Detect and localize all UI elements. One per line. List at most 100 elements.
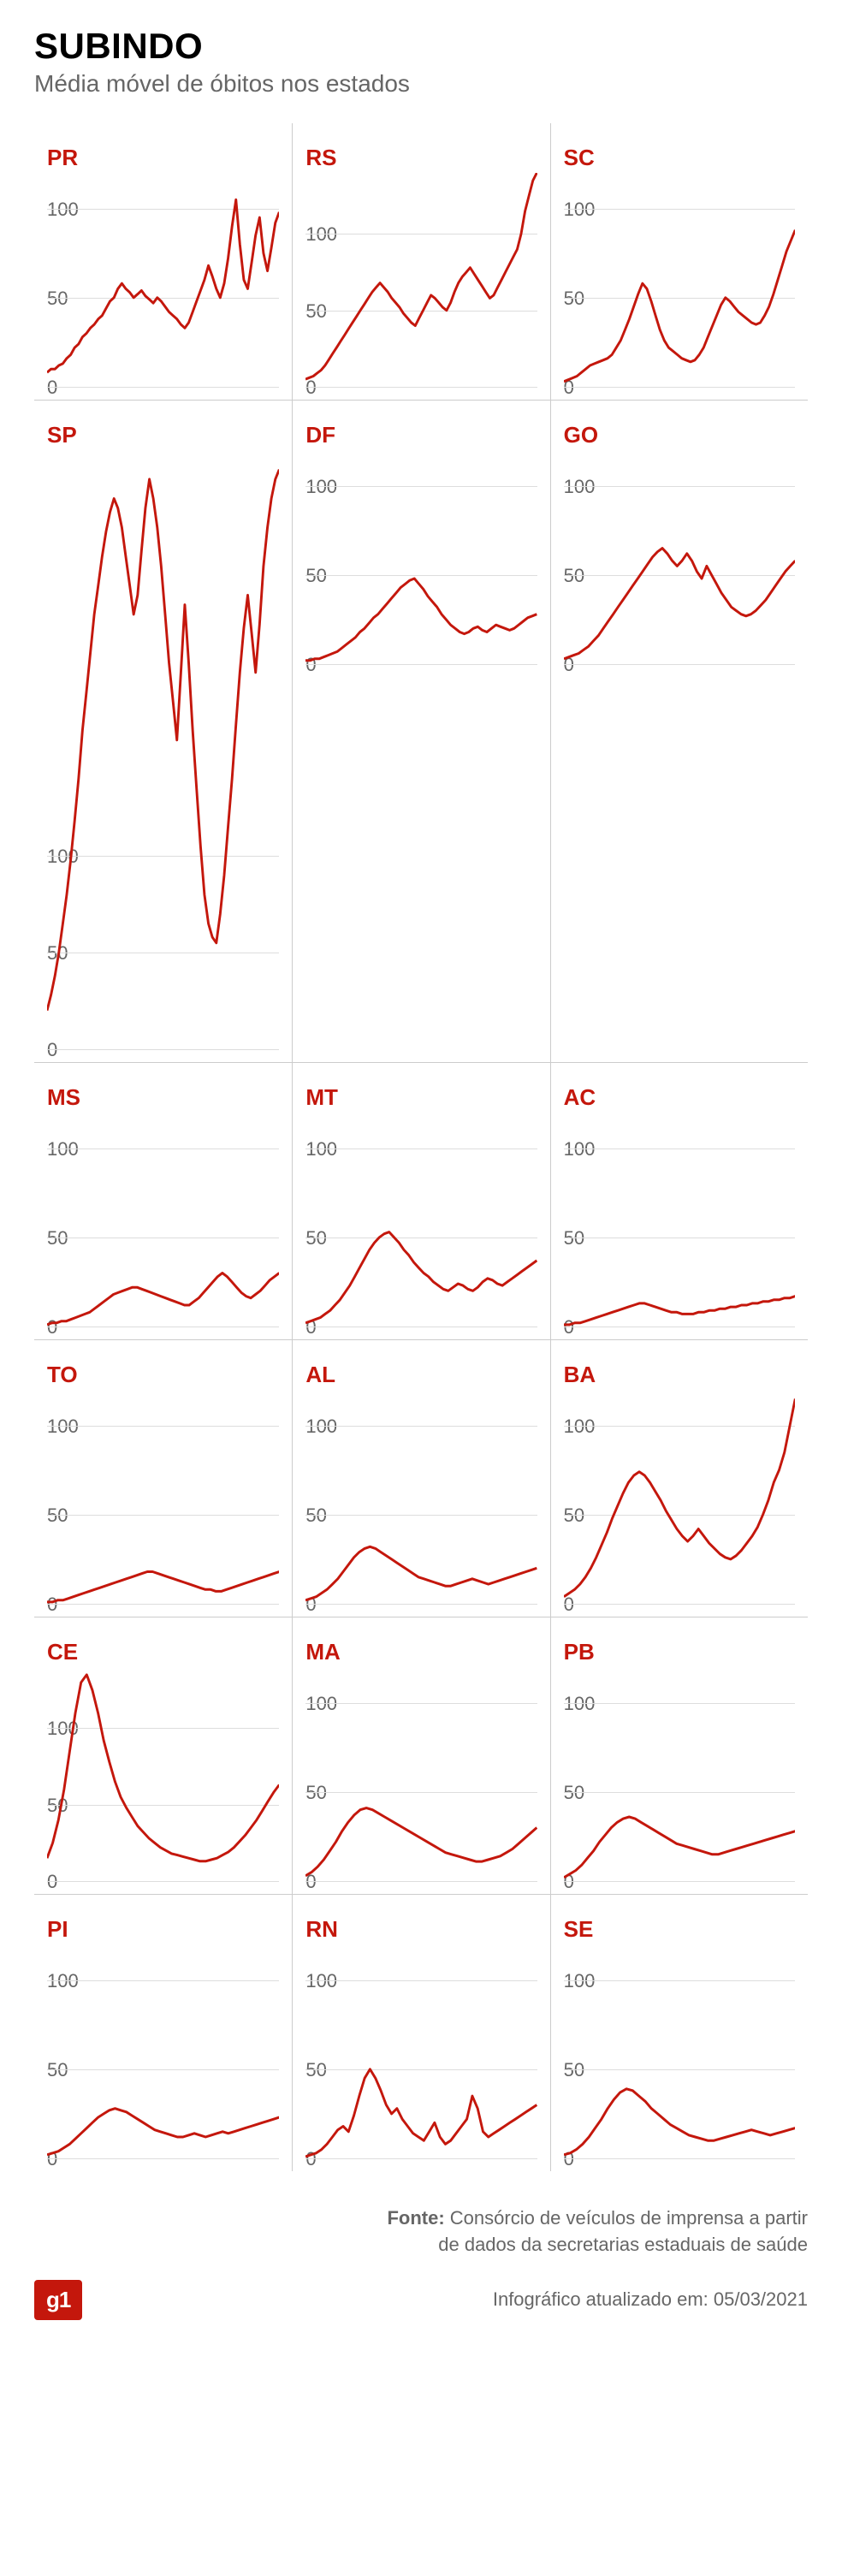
chart-cell-to: TO050100 [34, 1339, 292, 1617]
line-chart [47, 1944, 279, 2158]
updated-text: Infográfico atualizado em: 05/03/2021 [493, 2288, 808, 2311]
series-line [305, 1232, 537, 1323]
gridline [305, 2158, 537, 2159]
chart-cell-pr: PR050100 [34, 123, 292, 400]
state-label: DF [305, 422, 537, 448]
chart-area: 050100 [305, 1667, 537, 1881]
state-label: MT [305, 1084, 537, 1111]
line-chart [305, 1667, 537, 1881]
chart-cell-go: GO050100 [550, 400, 808, 1062]
line-chart [305, 173, 537, 387]
line-chart [47, 1390, 279, 1604]
source-text: Fonte: Consórcio de veículos de imprensa… [0, 2188, 842, 2267]
chart-cell-ms: MS050100 [34, 1062, 292, 1339]
chart-cell-ba: BA050100 [550, 1339, 808, 1617]
chart-area: 050100 [47, 1113, 279, 1327]
chart-area: 050100 [47, 450, 279, 1049]
state-label: CE [47, 1639, 279, 1665]
chart-area: 050100 [305, 1390, 537, 1604]
series-line [564, 230, 795, 382]
series-line [564, 549, 795, 659]
series-line [47, 199, 279, 372]
series-line [305, 2069, 537, 2157]
state-label: SP [47, 422, 279, 448]
chart-area: 050100 [305, 1944, 537, 2158]
state-label: AL [305, 1362, 537, 1388]
page-subtitle: Média móvel de óbitos nos estados [34, 70, 808, 98]
gridline [564, 387, 795, 388]
chart-area: 050100 [564, 173, 795, 387]
series-line [47, 1273, 279, 1325]
line-chart [564, 1113, 795, 1327]
line-chart [564, 1667, 795, 1881]
chart-cell-sc: SC050100 [550, 123, 808, 400]
logo-badge: g1 [34, 2280, 82, 2320]
series-line [564, 1398, 795, 1596]
chart-cell-pb: PB050100 [550, 1617, 808, 1894]
series-line [564, 1817, 795, 1878]
state-label: SC [564, 145, 795, 171]
chart-cell-ac: AC050100 [550, 1062, 808, 1339]
line-chart [47, 1113, 279, 1327]
state-label: PI [47, 1916, 279, 1943]
series-line [305, 1546, 537, 1600]
state-label: MA [305, 1639, 537, 1665]
chart-cell-ce: CE050100 [34, 1617, 292, 1894]
series-line [47, 2109, 279, 2155]
chart-cell-al: AL050100 [292, 1339, 549, 1617]
gridline [47, 1604, 279, 1605]
gridline [305, 387, 537, 388]
gridline [305, 664, 537, 665]
line-chart [564, 173, 795, 387]
line-chart [564, 450, 795, 664]
line-chart [564, 1944, 795, 2158]
line-chart [305, 1390, 537, 1604]
state-label: MS [47, 1084, 279, 1111]
series-line [305, 173, 537, 379]
gridline [47, 1881, 279, 1882]
chart-cell-mt: MT050100 [292, 1062, 549, 1339]
chart-area: 050100 [564, 1390, 795, 1604]
chart-cell-df: DF050100 [292, 400, 549, 1062]
state-label: RS [305, 145, 537, 171]
gridline [564, 664, 795, 665]
state-label: SE [564, 1916, 795, 1943]
chart-cell-sp: SP050100 [34, 400, 292, 1062]
line-chart [305, 1113, 537, 1327]
gridline [564, 1881, 795, 1882]
state-label: BA [564, 1362, 795, 1388]
chart-area: 050100 [305, 173, 537, 387]
chart-area: 050100 [47, 173, 279, 387]
state-label: PR [47, 145, 279, 171]
gridline [564, 1604, 795, 1605]
series-line [305, 579, 537, 661]
line-chart [305, 450, 537, 664]
state-label: RN [305, 1916, 537, 1943]
gridline [47, 2158, 279, 2159]
chart-area: 050100 [47, 1667, 279, 1881]
state-label: TO [47, 1362, 279, 1388]
chart-area: 050100 [47, 1390, 279, 1604]
gridline [564, 2158, 795, 2159]
gridline [47, 387, 279, 388]
chart-grid: PR050100RS050100SC050100SP050100DF050100… [34, 123, 808, 2171]
chart-area: 050100 [564, 1667, 795, 1881]
chart-area: 050100 [305, 450, 537, 664]
chart-area: 050100 [564, 1113, 795, 1327]
line-chart [305, 1944, 537, 2158]
chart-cell-se: SE050100 [550, 1894, 808, 2171]
chart-cell-ma: MA050100 [292, 1617, 549, 1894]
chart-cell-rs: RS050100 [292, 123, 549, 400]
chart-area: 050100 [305, 1113, 537, 1327]
gridline [47, 1049, 279, 1050]
gridline [305, 1604, 537, 1605]
series-line [47, 1572, 279, 1602]
chart-area: 050100 [47, 1944, 279, 2158]
series-line [305, 1808, 537, 1876]
line-chart [47, 1667, 279, 1881]
chart-area: 050100 [564, 1944, 795, 2158]
state-label: GO [564, 422, 795, 448]
chart-cell-pi: PI050100 [34, 1894, 292, 2171]
series-line [47, 1675, 279, 1861]
series-line [564, 2089, 795, 2155]
